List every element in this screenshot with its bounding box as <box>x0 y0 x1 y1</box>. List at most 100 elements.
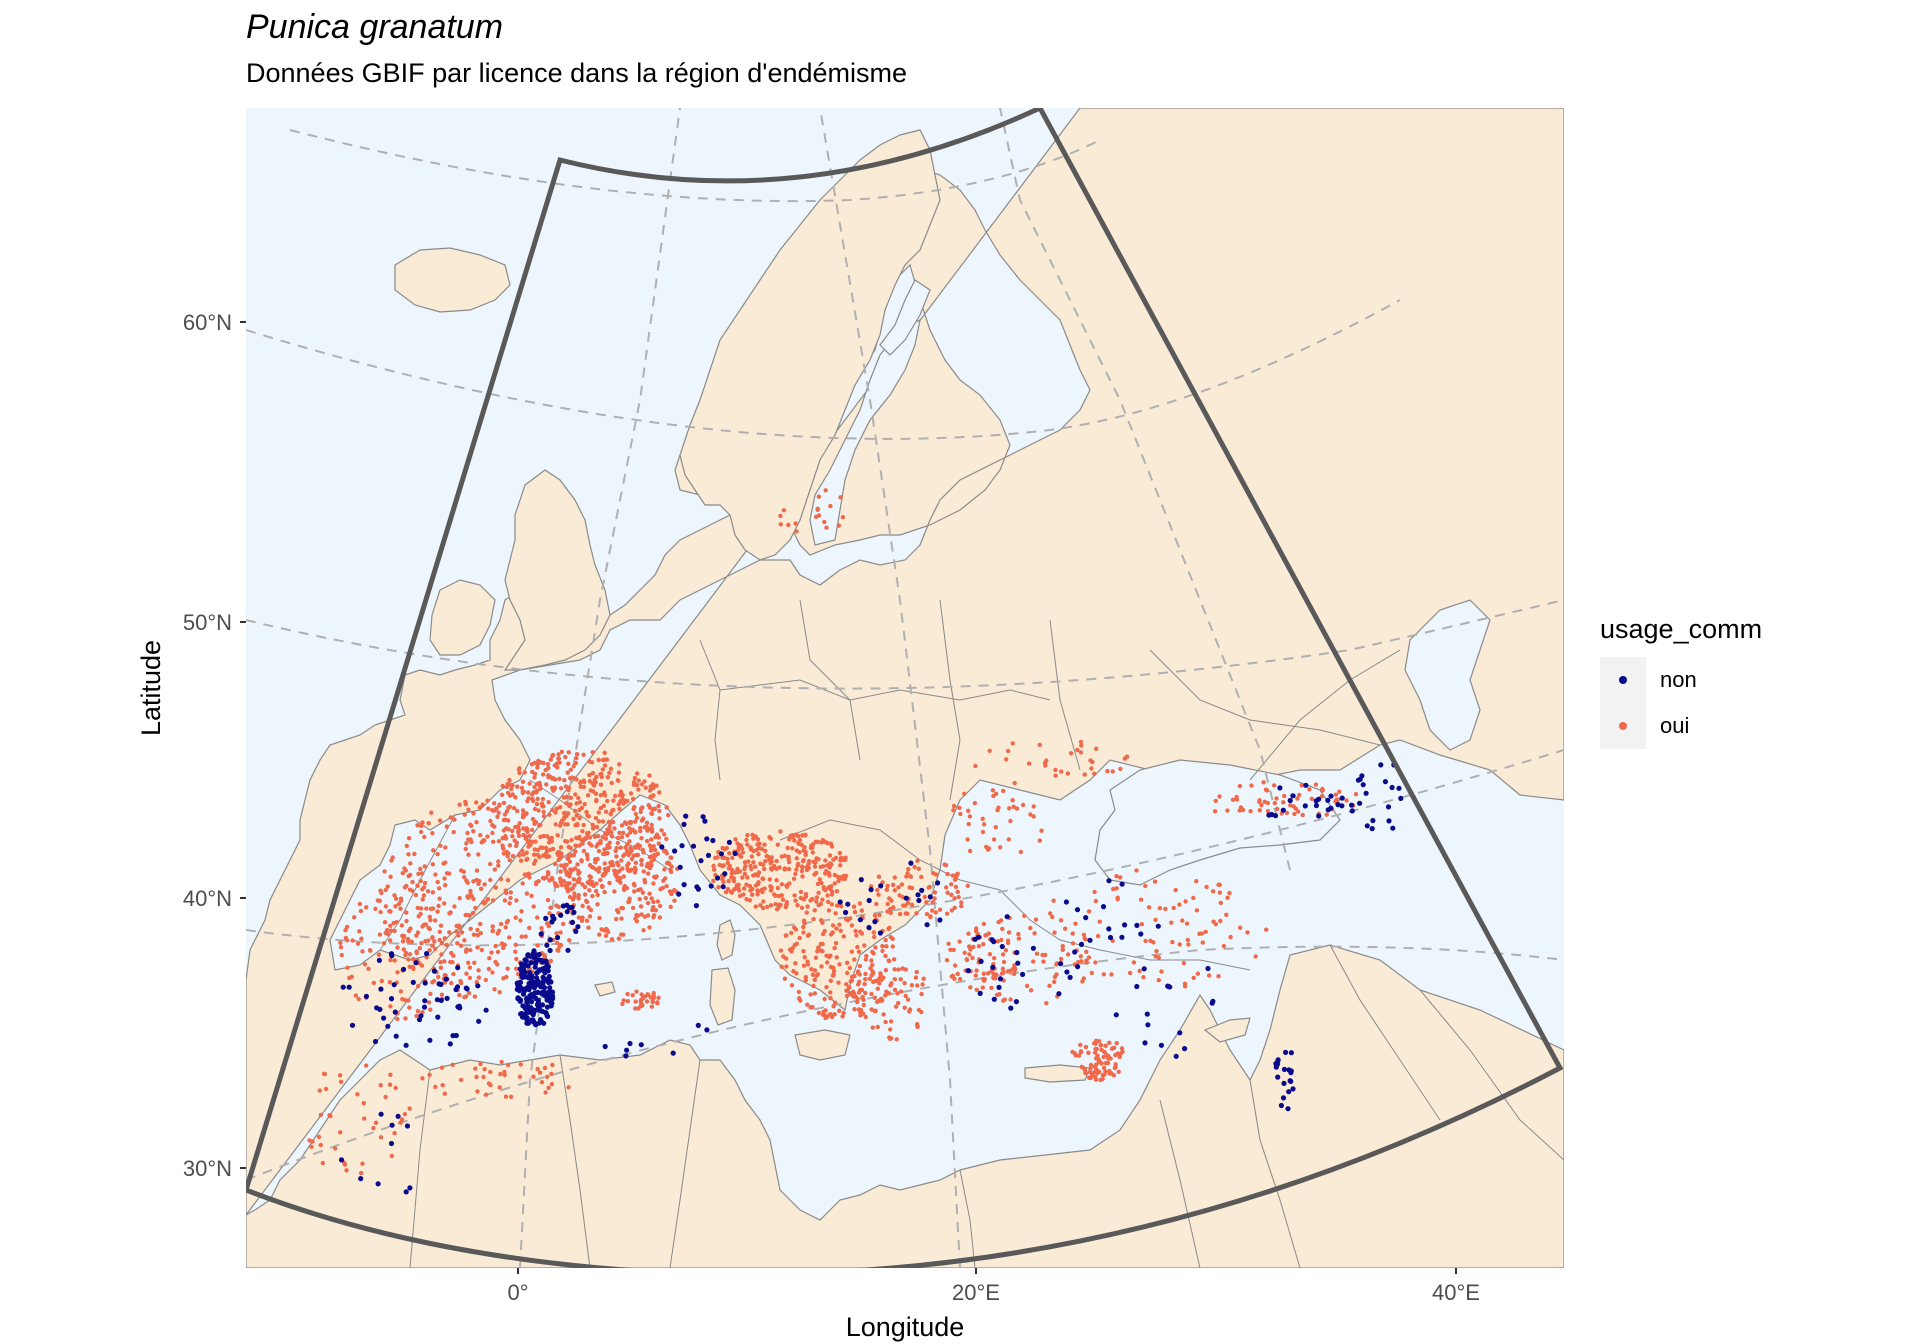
occurrence-point <box>1370 817 1376 824</box>
occurrence-point <box>823 888 828 893</box>
occurrence-point <box>761 876 766 882</box>
occurrence-point <box>1303 782 1309 788</box>
occurrence-point <box>869 958 874 963</box>
occurrence-point <box>1166 984 1173 990</box>
occurrence-point <box>418 829 424 835</box>
occurrence-point <box>593 888 599 894</box>
occurrence-point <box>629 856 635 862</box>
occurrence-point <box>858 929 863 934</box>
occurrence-point <box>609 780 614 786</box>
occurrence-point <box>1107 1071 1112 1076</box>
occurrence-point <box>843 909 849 916</box>
occurrence-point <box>488 1082 493 1088</box>
occurrence-point <box>533 961 539 967</box>
occurrence-point <box>548 1003 554 1009</box>
occurrence-point <box>566 785 572 790</box>
occurrence-point <box>695 886 702 892</box>
occurrence-point <box>439 1065 445 1070</box>
occurrence-point <box>883 1019 888 1025</box>
occurrence-point <box>892 888 897 893</box>
occurrence-point <box>451 971 456 977</box>
occurrence-point <box>1056 991 1062 997</box>
occurrence-point <box>867 976 873 981</box>
occurrence-point <box>480 802 485 807</box>
occurrence-point <box>347 975 352 981</box>
occurrence-point <box>1082 772 1087 777</box>
occurrence-point <box>951 947 956 953</box>
occurrence-point <box>698 858 704 864</box>
occurrence-point <box>973 973 978 978</box>
occurrence-point <box>1008 968 1013 973</box>
occurrence-point <box>934 872 939 877</box>
occurrence-point <box>1307 787 1312 792</box>
occurrence-point <box>1031 804 1036 809</box>
occurrence-point <box>524 996 530 1002</box>
occurrence-point <box>517 821 522 826</box>
occurrence-point <box>507 935 512 940</box>
occurrence-point <box>545 870 551 875</box>
occurrence-point <box>543 958 549 964</box>
occurrence-point <box>482 882 487 887</box>
occurrence-point <box>416 1017 423 1023</box>
occurrence-point <box>505 1062 511 1068</box>
occurrence-point <box>805 962 811 967</box>
occurrence-point <box>534 789 539 794</box>
occurrence-point <box>808 1005 813 1010</box>
occurrence-point <box>653 908 659 913</box>
occurrence-point <box>895 991 900 996</box>
occurrence-point <box>597 915 602 921</box>
occurrence-point <box>458 1077 464 1083</box>
occurrence-point <box>401 966 407 972</box>
occurrence-point <box>944 885 949 890</box>
occurrence-point <box>546 979 552 986</box>
occurrence-point <box>587 863 593 868</box>
occurrence-point <box>830 923 836 928</box>
occurrence-point <box>857 901 863 906</box>
occurrence-point <box>602 847 607 852</box>
occurrence-point <box>435 852 440 857</box>
occurrence-point <box>1078 954 1084 959</box>
occurrence-point <box>598 782 604 787</box>
occurrence-point <box>751 873 756 878</box>
occurrence-point <box>422 998 428 1004</box>
occurrence-point <box>419 963 425 968</box>
occurrence-point <box>1075 747 1080 753</box>
occurrence-point <box>426 821 431 826</box>
occurrence-point <box>1152 879 1158 884</box>
occurrence-point <box>819 840 824 845</box>
occurrence-point <box>651 844 656 849</box>
occurrence-point <box>775 885 780 891</box>
occurrence-point <box>659 844 665 850</box>
occurrence-point <box>550 876 555 881</box>
occurrence-point <box>490 808 495 813</box>
occurrence-point <box>379 978 384 984</box>
occurrence-point <box>493 959 498 965</box>
occurrence-point <box>849 949 854 954</box>
occurrence-point <box>515 808 520 814</box>
occurrence-point <box>900 966 905 971</box>
occurrence-point <box>585 853 590 858</box>
occurrence-point <box>602 928 607 933</box>
occurrence-point <box>1344 798 1349 803</box>
x-tick-label: 20°E <box>952 1280 1000 1305</box>
occurrence-point <box>616 863 621 868</box>
occurrence-point <box>1048 911 1053 916</box>
occurrence-point <box>392 1009 398 1015</box>
occurrence-point <box>935 880 941 886</box>
occurrence-point <box>736 882 741 888</box>
occurrence-point <box>525 790 531 795</box>
land-layer <box>246 108 1564 1268</box>
occurrence-point <box>342 1162 348 1167</box>
occurrence-point <box>1355 777 1361 783</box>
occurrence-point <box>908 860 914 866</box>
occurrence-point <box>1024 983 1030 989</box>
occurrence-point <box>535 997 542 1004</box>
occurrence-point <box>740 875 745 880</box>
occurrence-point <box>651 904 656 910</box>
occurrence-point <box>428 918 433 923</box>
occurrence-point <box>522 974 529 980</box>
occurrence-point <box>845 960 850 965</box>
occurrence-point <box>916 866 921 871</box>
occurrence-point <box>872 934 877 940</box>
occurrence-point <box>574 755 579 761</box>
